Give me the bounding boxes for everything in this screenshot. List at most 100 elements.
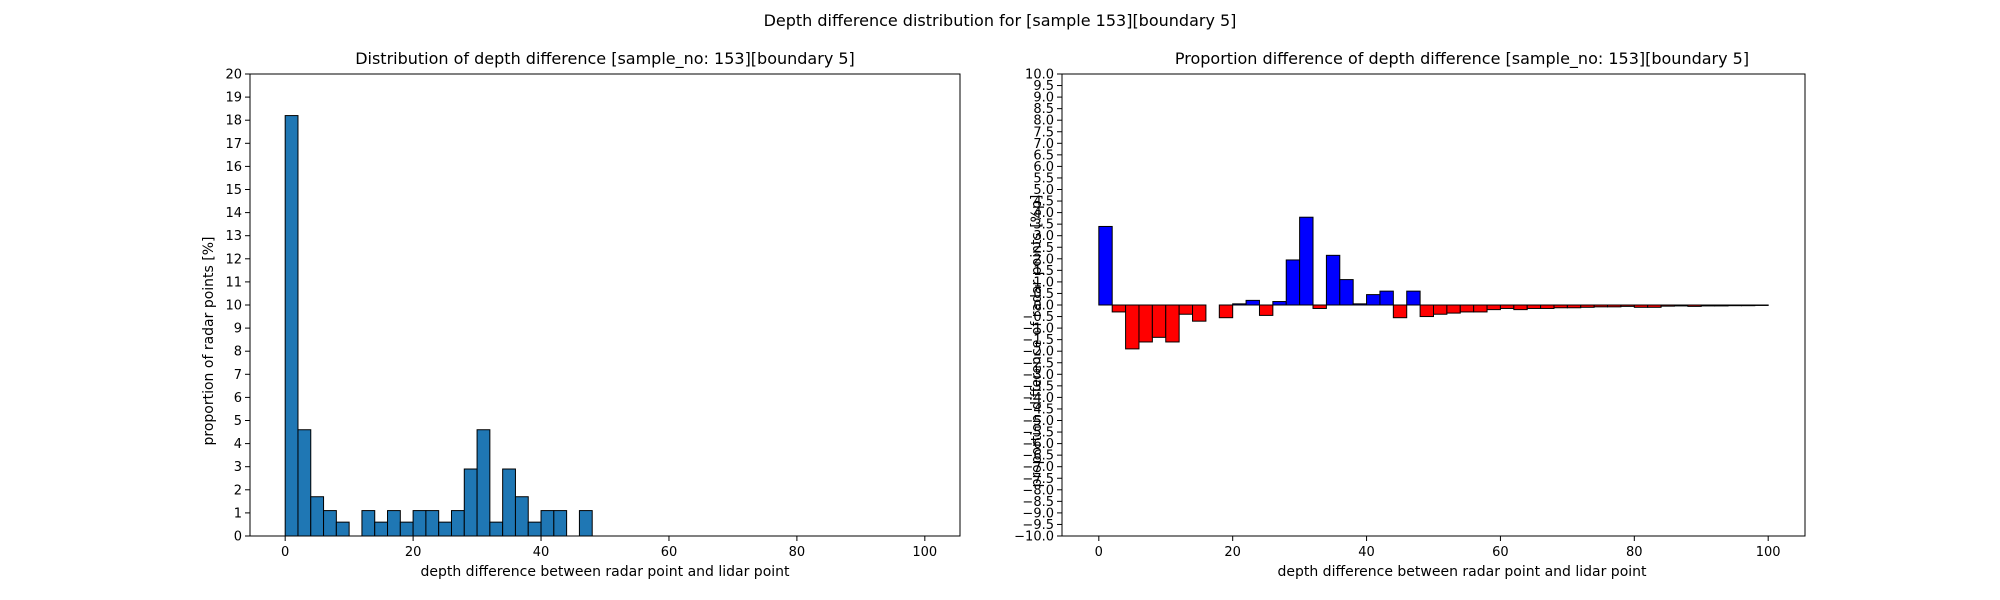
- figure-suptitle: Depth difference distribution for [sampl…: [764, 11, 1237, 30]
- x-axis-label: depth difference between radar point and…: [420, 564, 790, 580]
- chart-title: Proportion difference of depth differenc…: [1175, 49, 1749, 69]
- y-tick-label: −2.0: [1022, 345, 1054, 360]
- y-tick-label: 5.5: [1033, 171, 1054, 186]
- bar: [1566, 304, 1582, 309]
- y-tick-label: 8: [234, 345, 242, 360]
- chart-title: Distribution of depth difference [sample…: [355, 49, 855, 69]
- bar: [1325, 254, 1341, 306]
- y-tick-label: 5.0: [1033, 183, 1054, 198]
- bar: [553, 510, 568, 537]
- bar: [1406, 290, 1421, 306]
- y-tick-label: −3.0: [1022, 368, 1054, 383]
- bar: [1727, 304, 1742, 307]
- y-tick-label: 2.5: [1033, 241, 1054, 256]
- bar: [399, 521, 414, 537]
- bar: [514, 496, 529, 537]
- x-tick-label: 0: [1095, 545, 1103, 560]
- x-tick-label: 40: [533, 545, 550, 560]
- bar: [1245, 299, 1260, 306]
- bar: [1486, 304, 1501, 311]
- y-tick-label: 7: [234, 368, 242, 383]
- bar: [502, 468, 516, 537]
- y-tick-label: 15: [225, 183, 242, 198]
- y-tick-label: 8.5: [1033, 102, 1054, 117]
- y-tick-label: 1.5: [1033, 264, 1054, 279]
- y-tick-label: −5.5: [1022, 426, 1054, 441]
- x-tick-label: 60: [1492, 545, 1509, 560]
- bar: [1272, 301, 1287, 306]
- bar: [1580, 304, 1595, 308]
- y-tick-label: 8.0: [1033, 114, 1054, 129]
- y-tick-label: −3.5: [1022, 379, 1054, 394]
- x-tick-label: 20: [1224, 545, 1241, 560]
- bar: [1540, 304, 1555, 309]
- bar: [450, 510, 465, 537]
- bar: [1138, 304, 1153, 343]
- y-tick-label: 3.5: [1033, 218, 1054, 233]
- y-tick-label: 5: [234, 414, 242, 429]
- bar: [297, 429, 312, 537]
- y-tick-label: −10.0: [1014, 530, 1054, 545]
- bar: [1740, 304, 1756, 307]
- bar: [540, 510, 555, 537]
- bar-series: [1098, 216, 1769, 350]
- y-tick-label: 1: [234, 506, 242, 521]
- bar: [335, 521, 350, 537]
- y-tick-label: −9.5: [1022, 518, 1054, 533]
- bar: [1165, 304, 1180, 343]
- y-tick-label: −2.5: [1022, 356, 1054, 371]
- y-tick-label: 19: [225, 91, 242, 106]
- bar: [1459, 304, 1475, 313]
- y-tick-label: 18: [225, 114, 242, 129]
- y-tick-label: −4.0: [1022, 391, 1054, 406]
- y-tick-label: −0.5: [1022, 310, 1054, 325]
- bar: [1633, 304, 1649, 308]
- x-tick-label: 0: [281, 545, 289, 560]
- bar: [1473, 304, 1488, 313]
- histogram-chart: Distribution of depth difference [sample…: [201, 49, 961, 580]
- bar: [438, 521, 452, 537]
- bar: [1433, 304, 1448, 315]
- bar: [1419, 304, 1435, 318]
- bar: [1607, 304, 1622, 308]
- bar: [1499, 304, 1515, 309]
- difference-chart: Proportion difference of depth differenc…: [1014, 49, 1806, 580]
- x-tick-label: 100: [1756, 545, 1781, 560]
- bar: [374, 521, 389, 537]
- bar: [1714, 304, 1729, 307]
- y-axis-label: proportion difference of radar points [%…: [1029, 195, 1045, 488]
- bar: [1392, 304, 1408, 319]
- x-axis-label: depth difference between radar point and…: [1277, 564, 1647, 580]
- bar: [1700, 304, 1716, 307]
- x-tick-label: 80: [789, 545, 806, 560]
- y-tick-label: 17: [225, 137, 242, 152]
- y-tick-label: 2.0: [1033, 252, 1054, 267]
- bar: [1366, 294, 1381, 306]
- x-tick-label: 20: [405, 545, 422, 560]
- y-tick-label: 20: [225, 68, 242, 83]
- bar: [1098, 225, 1113, 306]
- bar: [1218, 304, 1234, 319]
- y-tick-label: 0.5: [1033, 287, 1054, 302]
- bar: [1352, 303, 1368, 306]
- bar: [425, 510, 440, 537]
- y-tick-label: 4.5: [1033, 195, 1054, 210]
- bar: [1687, 304, 1702, 307]
- bar: [1593, 304, 1609, 308]
- y-tick-label: 6.0: [1033, 160, 1054, 175]
- y-tick-label: 6.5: [1033, 148, 1054, 163]
- y-tick-label: 16: [225, 160, 242, 175]
- bar: [1299, 216, 1314, 306]
- y-tick-label: 3: [234, 460, 242, 475]
- y-tick-label: 0: [234, 530, 242, 545]
- bar: [1647, 304, 1662, 308]
- x-tick-label: 80: [1626, 545, 1643, 560]
- y-tick-label: −8.0: [1022, 483, 1054, 498]
- bar: [1125, 304, 1140, 350]
- bar: [527, 521, 542, 537]
- bar: [463, 468, 478, 537]
- bar: [1620, 304, 1635, 307]
- y-tick-label: 6: [234, 391, 242, 406]
- bar: [1178, 304, 1194, 315]
